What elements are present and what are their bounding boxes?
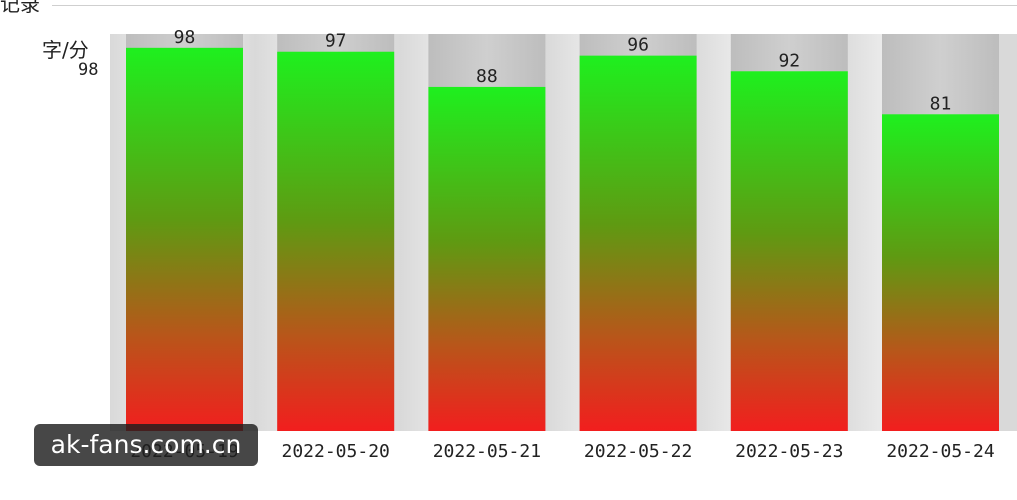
- bar: [579, 55, 697, 431]
- x-tick-label: 2022-05-24: [886, 441, 994, 462]
- bar: [126, 47, 243, 431]
- x-tick-label: 2022-05-22: [584, 441, 692, 462]
- data-label: 81: [930, 93, 952, 114]
- data-label: 97: [325, 31, 347, 52]
- y-axis-max-label: 98: [78, 60, 99, 80]
- data-label: 92: [778, 50, 800, 71]
- x-tick-label: 2022-05-23: [735, 441, 843, 462]
- plot-area: [110, 34, 1017, 431]
- y-axis-unit-label: 字/分: [42, 38, 89, 62]
- bar: [882, 114, 999, 431]
- data-label: 98: [174, 27, 196, 48]
- group-box-title: 记录: [0, 0, 46, 14]
- data-label: 88: [476, 66, 498, 87]
- bar: [730, 71, 848, 431]
- x-tick-label: 2022-05-21: [433, 441, 541, 462]
- x-tick-label: 2022-05-20: [282, 441, 390, 462]
- data-label: 96: [627, 35, 649, 56]
- bar: [428, 86, 546, 432]
- bar: [277, 51, 395, 431]
- watermark: ak-fans.com.cn: [34, 424, 258, 466]
- group-box-border: [52, 5, 1017, 6]
